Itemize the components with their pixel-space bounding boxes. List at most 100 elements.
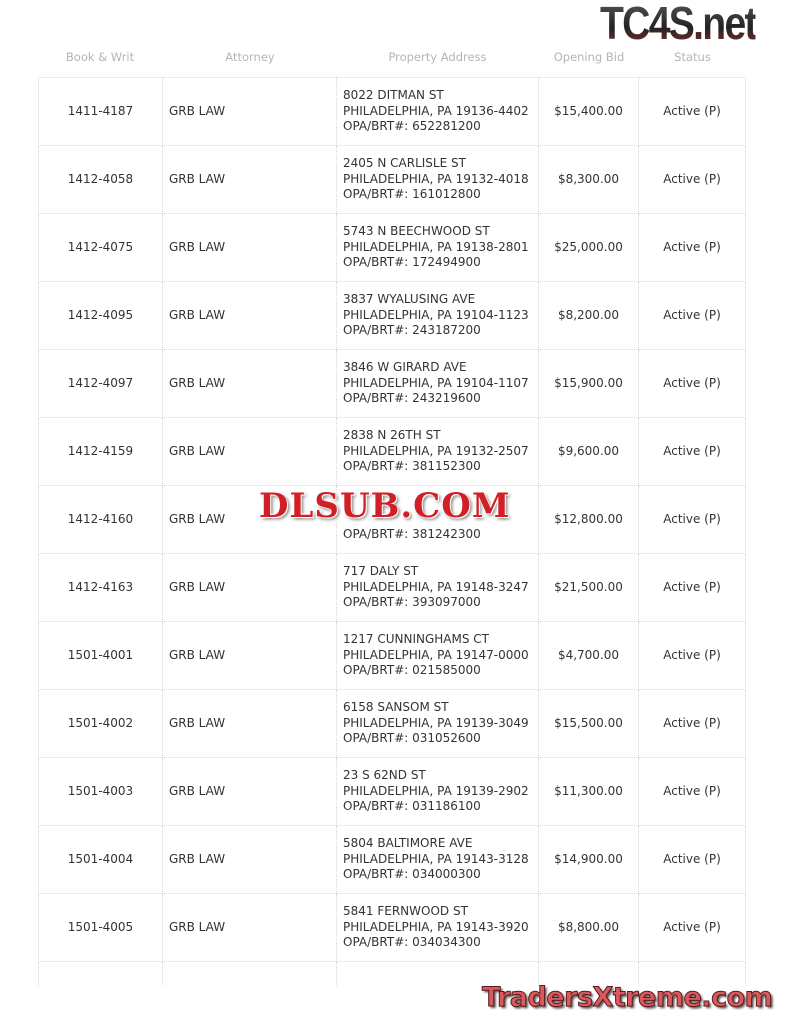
address-opa: OPA/BRT#: 031052600 (343, 731, 481, 746)
opening-bid: $15,500.00 (538, 689, 639, 758)
opening-bid: $15,400.00 (538, 77, 639, 146)
attorney: GRB LAW (162, 145, 337, 214)
opening-bid: $8,800.00 (538, 893, 639, 962)
table-row: 1501-4005 GRB LAW 5841 FERNWOOD ST PHILADEL… (38, 893, 746, 962)
status: Active (P) (638, 893, 746, 962)
attorney: GRB LAW (162, 417, 337, 486)
address-street: 2405 N CARLISLE ST (343, 156, 466, 171)
address-city: PHILADELPHIA, PA 19139-3049 (343, 715, 529, 730)
opening-bid: $14,900.00 (538, 825, 639, 894)
status: Active (P) (638, 689, 746, 758)
book-writ: 1412-4058 (38, 145, 163, 214)
attorney: GRB LAW (162, 213, 337, 282)
address-opa: OPA/BRT#: 031186100 (343, 799, 481, 814)
table-row: 1412-4095 GRB LAW 3837 WYALUSING AVE PHILAD… (38, 281, 746, 350)
address-street: 2838 N 26TH ST (343, 428, 441, 443)
attorney: GRB LAW (162, 77, 337, 146)
book-writ: 1412-4095 (38, 281, 163, 350)
book-writ: 1501-4002 (38, 689, 163, 758)
address-city: PHILADELPHIA, PA 19104-1107 (343, 375, 529, 390)
status: Active (P) (638, 349, 746, 418)
property-address: 5743 N BEECHWOOD ST PHILADELPHIA, PA 1913… (336, 213, 539, 282)
address-city: PHILADELPHIA, PA 19143-3128 (343, 851, 529, 866)
status: Active (P) (638, 825, 746, 894)
book-writ: 1412-4163 (38, 553, 163, 622)
address-city: PHILADELPHIA, PA 19132-2507 (343, 443, 529, 458)
address-opa: OPA/BRT#: 034000300 (343, 867, 481, 882)
watermark-logo-dlsub: DLSUB.COM (255, 490, 515, 522)
address-street: 717 DALY ST (343, 564, 419, 579)
status: Active (P) (638, 485, 746, 554)
header-status: Status (674, 50, 711, 64)
status: Active (P) (638, 757, 746, 826)
address-street: 6158 SANSOM ST (343, 700, 449, 715)
address-opa: OPA/BRT#: 034034300 (343, 935, 481, 950)
address-opa: OPA/BRT#: 393097000 (343, 595, 481, 610)
property-address: 5841 FERNWOOD ST PHILADELPHIA, PA 19143-3… (336, 893, 539, 962)
attorney: GRB LAW (162, 893, 337, 962)
book-writ: 1412-4160 (38, 485, 163, 554)
table-row: 1411-4187 GRB LAW 8022 DITMAN ST PHILADELPH… (38, 77, 746, 146)
table-row: 1412-4163 GRB LAW 717 DALY ST PHILADELPHIA,… (38, 553, 746, 622)
table-row-partial (38, 961, 746, 986)
address-street: 1217 CUNNINGHAMS CT (343, 632, 490, 647)
book-writ: 1501-4001 (38, 621, 163, 690)
property-address: 3837 WYALUSING AVE PHILADELPHIA, PA 19104… (336, 281, 539, 350)
address-street: 3837 WYALUSING AVE (343, 292, 476, 307)
address-opa: OPA/BRT#: 172494900 (343, 255, 481, 270)
book-writ: 1501-4005 (38, 893, 163, 962)
watermark-logo-tc4s: TC4S.net (600, 1, 756, 45)
address-opa: OPA/BRT#: 021585000 (343, 663, 481, 678)
attorney: GRB LAW (162, 553, 337, 622)
status: Active (P) (638, 145, 746, 214)
table-row: 1412-4075 GRB LAW 5743 N BEECHWOOD ST PHILA… (38, 213, 746, 282)
opening-bid: $8,300.00 (538, 145, 639, 214)
opening-bid: $25,000.00 (538, 213, 639, 282)
book-writ: 1411-4187 (38, 77, 163, 146)
status: Active (P) (638, 621, 746, 690)
attorney: GRB LAW (162, 689, 337, 758)
status: Active (P) (638, 213, 746, 282)
property-address: 2405 N CARLISLE ST PHILADELPHIA, PA 19132… (336, 145, 539, 214)
watermark-logo-tradersxtreme: TradersXtreme.com (481, 982, 773, 1014)
opening-bid: $4,700.00 (538, 621, 639, 690)
address-city: PHILADELPHIA, PA 19136-4402 (343, 103, 529, 118)
address-city: PHILADELPHIA, PA 19147-0000 (343, 647, 529, 662)
attorney: GRB LAW (162, 281, 337, 350)
opening-bid: $9,600.00 (538, 417, 639, 486)
attorney: GRB LAW (162, 825, 337, 894)
address-street: 5841 FERNWOOD ST (343, 904, 468, 919)
address-opa: OPA/BRT#: 652281200 (343, 119, 481, 134)
address-opa: OPA/BRT#: 161012800 (343, 187, 481, 202)
address-opa: OPA/BRT#: 381152300 (343, 459, 481, 474)
address-city: PHILADELPHIA, PA 19143-3920 (343, 919, 529, 934)
property-address: 23 S 62ND ST PHILADELPHIA, PA 19139-2902 O… (336, 757, 539, 826)
status: Active (P) (638, 281, 746, 350)
sheriff-sale-table: 1411-4187 GRB LAW 8022 DITMAN ST PHILADELPH… (38, 77, 746, 986)
header-book-writ: Book & Writ (65, 50, 135, 64)
address-street: 5743 N BEECHWOOD ST (343, 224, 490, 239)
table-row: 1501-4003 GRB LAW 23 S 62ND ST PHILADELPHIA… (38, 757, 746, 826)
opening-bid: $21,500.00 (538, 553, 639, 622)
opening-bid: $11,300.00 (538, 757, 639, 826)
table-row: 1412-4159 GRB LAW 2838 N 26TH ST PHILADELPH… (38, 417, 746, 486)
table-row: 1501-4002 GRB LAW 6158 SANSOM ST PHILADELPH… (38, 689, 746, 758)
opening-bid: $12,800.00 (538, 485, 639, 554)
table-row: 1501-4004 GRB LAW 5804 BALTIMORE AVE PHILAD… (38, 825, 746, 894)
address-opa: OPA/BRT#: 381242300 (343, 527, 481, 542)
attorney: GRB LAW (162, 621, 337, 690)
address-opa: OPA/BRT#: 243187200 (343, 323, 481, 338)
address-city: PHILADELPHIA, PA 19139-2902 (343, 783, 529, 798)
attorney: GRB LAW (162, 349, 337, 418)
address-street: 8022 DITMAN ST (343, 88, 444, 103)
property-address: 1217 CUNNINGHAMS CT PHILADELPHIA, PA 1914… (336, 621, 539, 690)
book-writ: 1412-4097 (38, 349, 163, 418)
status: Active (P) (638, 553, 746, 622)
opening-bid: $8,200.00 (538, 281, 639, 350)
status: Active (P) (638, 417, 746, 486)
address-city: PHILADELPHIA, PA 19104-1123 (343, 307, 529, 322)
property-address: 5804 BALTIMORE AVE PHILADELPHIA, PA 19143… (336, 825, 539, 894)
address-street: 3846 W GIRARD AVE (343, 360, 467, 375)
property-address: 2838 N 26TH ST PHILADELPHIA, PA 19132-250… (336, 417, 539, 486)
